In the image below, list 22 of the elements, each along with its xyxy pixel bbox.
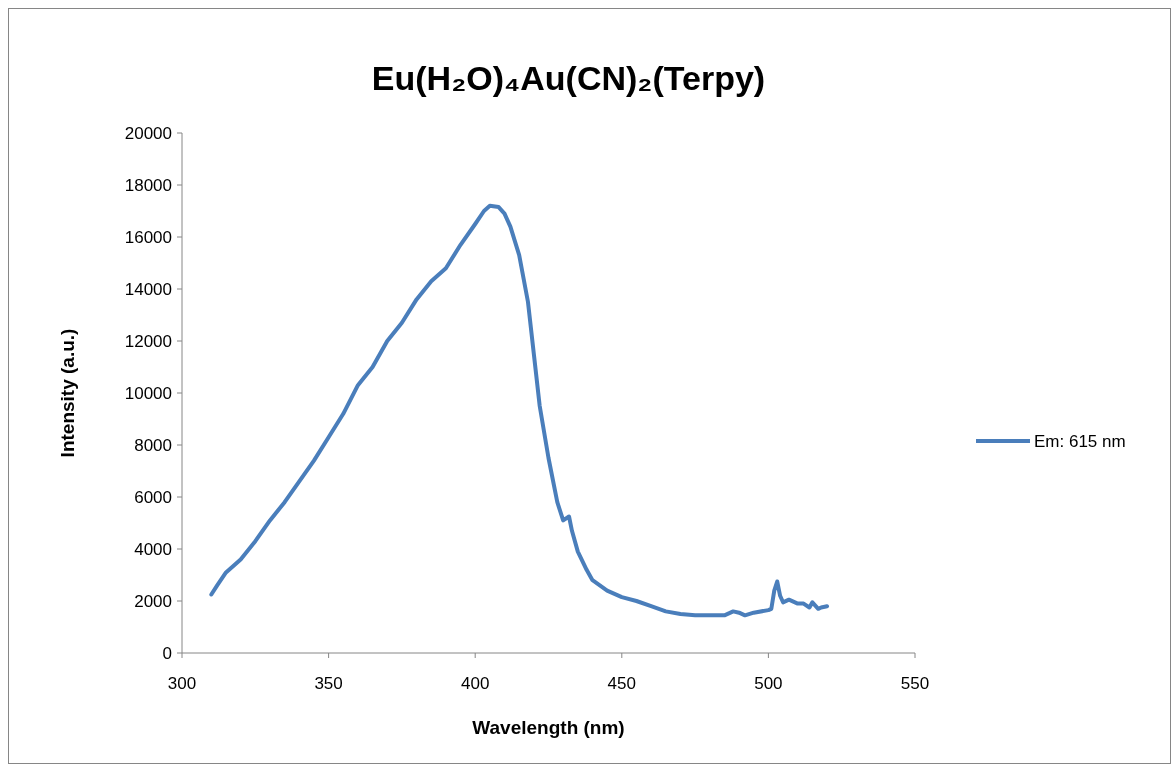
x-tick-label: 550 bbox=[900, 674, 930, 693]
legend-label: Em: 615 nm bbox=[1034, 431, 1126, 451]
x-axis-title: Wavelength (nm) bbox=[472, 717, 625, 738]
y-tick-label: 4000 bbox=[134, 539, 172, 559]
x-tick-label: 350 bbox=[314, 674, 343, 693]
line-series bbox=[209, 203, 830, 618]
y-tick-label: 2000 bbox=[134, 591, 172, 611]
x-tick-label: 300 bbox=[167, 674, 197, 693]
y-tick-label: 8000 bbox=[134, 435, 172, 455]
y-tick-label: 20000 bbox=[124, 123, 172, 143]
y-tick-label: 10000 bbox=[124, 383, 172, 403]
y-tick-label: 14000 bbox=[124, 279, 172, 299]
y-tick-label: 16000 bbox=[124, 227, 172, 247]
y-tick-label: 0 bbox=[162, 643, 172, 663]
x-tick-label: 400 bbox=[461, 674, 490, 693]
x-tick-label: 500 bbox=[754, 674, 783, 693]
y-tick-label: 12000 bbox=[124, 331, 172, 351]
y-tick-label: 6000 bbox=[134, 487, 172, 507]
chart-title: Eu(H₂O)₄Au(CN)₂(Terpy) bbox=[371, 59, 766, 97]
y-tick-label: 18000 bbox=[124, 175, 172, 195]
x-tick-label: 450 bbox=[607, 674, 636, 693]
y-axis-title: Intensity (a.u.) bbox=[57, 328, 78, 458]
